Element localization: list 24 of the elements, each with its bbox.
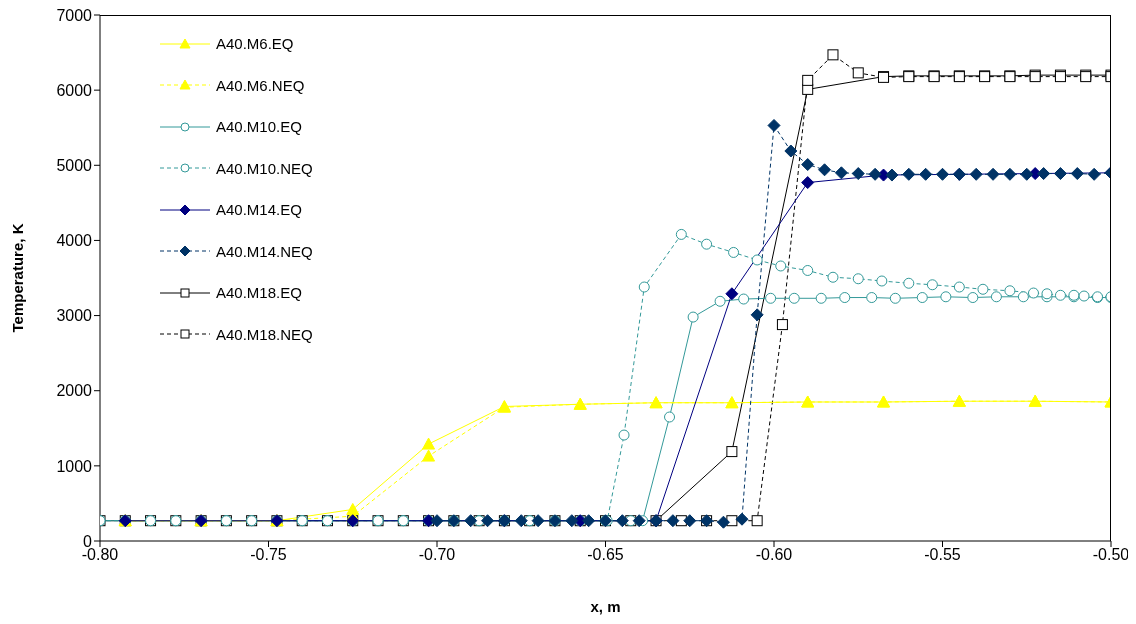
- legend-label: A40.M10.EQ: [216, 118, 302, 136]
- x-tick-label: -0.55: [924, 546, 961, 564]
- x-tick-label: -0.60: [755, 546, 793, 564]
- x-tick-label: -0.50: [1092, 546, 1130, 564]
- legend-label: A40.M6.NEQ: [216, 76, 305, 94]
- y-tick-label: 1000: [56, 457, 93, 475]
- legend-label: A40.M18.NEQ: [216, 325, 313, 343]
- x-tick-label: -0.70: [418, 546, 456, 564]
- legend-label: A40.M14.NEQ: [216, 242, 313, 260]
- legend-label: A40.M18.EQ: [216, 284, 302, 302]
- x-tick-label: -0.75: [250, 546, 287, 564]
- x-tick-label: -0.80: [81, 546, 119, 564]
- y-tick-label: 6000: [56, 81, 93, 99]
- y-tick-label: 2000: [56, 382, 93, 400]
- x-tick-label: -0.65: [587, 546, 624, 564]
- y-tick-label: 3000: [56, 307, 93, 325]
- y-tick-label: 7000: [56, 6, 93, 24]
- x-axis-title: x, m: [590, 598, 621, 615]
- y-tick-label: 5000: [56, 156, 93, 174]
- y-axis-title: Temperature, K: [9, 223, 27, 333]
- legend-label: A40.M6.EQ: [216, 35, 294, 53]
- legend-label: A40.M14.EQ: [216, 201, 302, 219]
- y-tick-label: 4000: [56, 232, 93, 250]
- legend-label: A40.M10.NEQ: [216, 159, 313, 177]
